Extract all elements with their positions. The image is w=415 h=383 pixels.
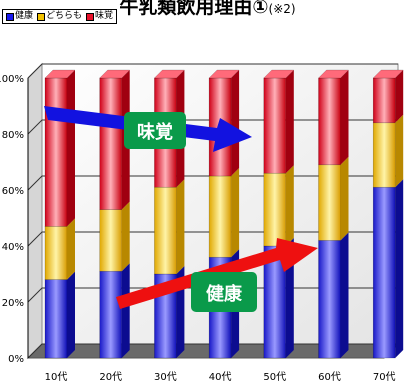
bar-健康-60代 [318,232,349,359]
bar-どちらも-10代 [44,218,75,280]
y-tick-labels: 0% 20% 40% 60% 80% 100% [0,74,24,365]
x-tick-label: 50代 [263,371,286,383]
bar-健康-20代 [99,263,130,359]
legend-item-both: どちらも [37,11,82,22]
bar-side [340,232,349,358]
y-tick-label: 40% [2,242,24,253]
bar-どちらも-60代 [318,156,349,241]
legend-swatch-health [6,12,14,21]
bar-front [372,122,396,188]
bar-味覚-50代 [263,69,295,174]
taste-callout-label: 味覚 [137,121,173,143]
x-tick-labels: 10代 20代 30代 40代 50代 60代 70代 [45,371,396,383]
y-tick-label: 100% [0,74,24,85]
bar-top [263,69,295,79]
bar-top [208,69,240,79]
bar-top [153,69,186,79]
bar-front [99,77,122,210]
bar-front [99,270,122,359]
bar-side [395,70,404,123]
bar-side [395,179,404,358]
x-tick-label: 60代 [318,371,341,383]
bar-どちらも-20代 [99,201,130,272]
bar-side [121,201,130,272]
bar-どちらも-40代 [208,168,240,258]
bar-front [263,77,287,174]
chart-title: 牛乳類飲用理由①(※2) [0,0,415,19]
chart-title-note: (※2) [268,2,296,16]
bar-side [340,70,349,165]
legend-swatch-both [37,12,46,21]
bar-front [372,186,396,359]
health-callout-label: 健康 [206,283,243,305]
bar-side [285,165,294,246]
bar-どちらも-70代 [372,114,404,188]
bar-どちらも-50代 [263,165,294,247]
x-tick-label: 20代 [99,371,122,383]
bar-どちらも-30代 [154,179,185,275]
bar-side [121,263,130,358]
bar-front [208,175,232,258]
bar-side [395,114,404,188]
bar-front [99,209,122,272]
bar-味覚-10代 [44,69,76,227]
bar-健康-10代 [44,271,75,359]
x-tick-label: 70代 [373,371,396,383]
x-tick-label: 30代 [154,371,177,383]
bar-front [263,172,287,247]
y-tick-label: 0% [8,354,24,365]
bar-side [285,70,294,174]
legend-swatch-taste [86,12,95,21]
legend-item-health: 健康 [6,11,33,22]
bar-front [372,77,396,124]
bar-front [154,186,177,275]
bar-side [231,70,240,176]
health-callout-box [191,272,257,312]
bar-side [176,179,185,274]
bar-front [44,77,68,227]
gridline [27,63,398,79]
legend-item-taste: 味覚 [86,11,113,22]
bar-健康-70代 [372,179,404,359]
x-tick-label: 40代 [209,371,232,383]
bar-side [231,168,240,258]
bar-side [67,218,75,280]
taste-callout-box [124,112,186,149]
bar-top [372,69,404,79]
bar-top [44,69,76,79]
bar-front [318,77,341,166]
bar-top [99,69,131,79]
side-wall [27,62,43,360]
y-tick-label: 60% [2,186,24,197]
legend-label-both: どちらも [46,11,83,21]
bars [44,69,404,359]
legend: 健康 どちらも 味覚 [2,9,118,24]
y-tick-label: 20% [2,298,24,309]
bar-front [318,240,341,359]
x-tick-label: 10代 [45,371,68,383]
bar-front [44,279,68,359]
bar-front [318,164,341,241]
y-tick-label: 80% [2,130,24,141]
bar-front [44,226,68,280]
bar-top [317,69,350,79]
bar-味覚-70代 [372,69,404,124]
bar-味覚-60代 [317,69,350,166]
bar-side [67,70,75,227]
legend-label-health: 健康 [15,11,34,21]
legend-label-taste: 味覚 [95,11,114,21]
chart-title-main: 牛乳類飲用理由① [119,0,269,18]
bar-side [340,156,349,241]
bar-side [67,271,75,358]
